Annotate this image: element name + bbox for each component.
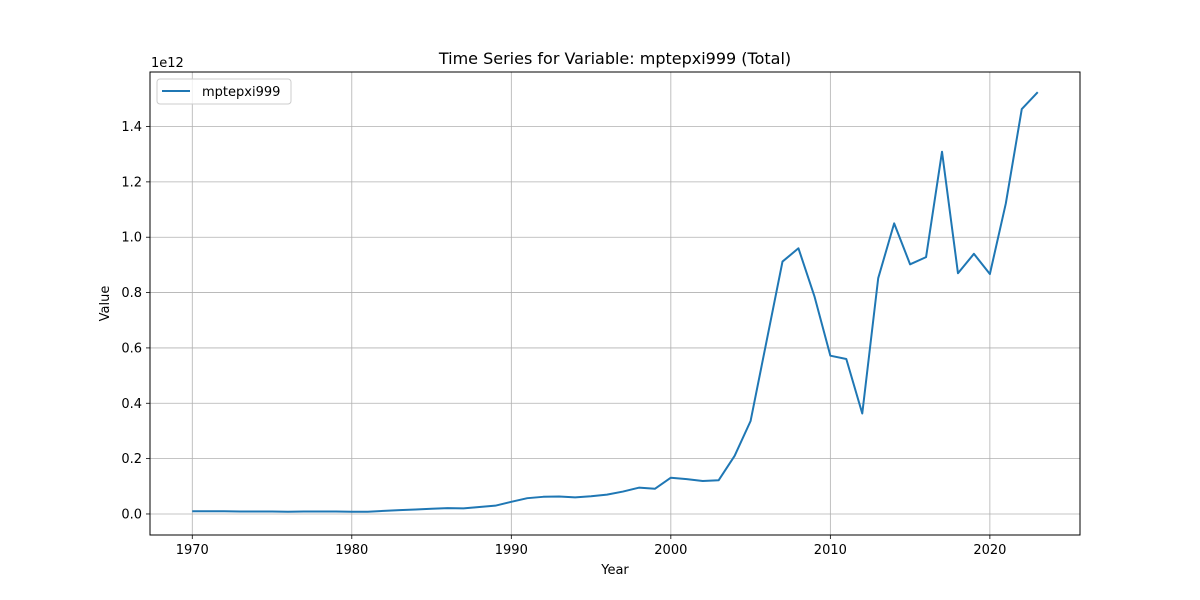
plot-frame (149, 71, 1081, 536)
x-tick-label: 2010 (814, 543, 847, 558)
y-tick-label: 0.4 (121, 397, 142, 412)
y-tick-label: 1.4 (121, 120, 142, 135)
x-axis-label: Year (600, 563, 629, 578)
grid (150, 72, 1080, 535)
x-axis-ticks: 1970 1980 1990 2000 2010 2020 (176, 535, 1006, 558)
y-axis-label: Value (98, 286, 113, 322)
x-tick-label: 1970 (176, 543, 209, 558)
y-tick-label: 1.2 (121, 175, 142, 190)
series-line (192, 91, 1039, 513)
y-tick-label: 0.2 (121, 452, 142, 467)
legend: mptepxi999 (156, 78, 292, 105)
legend-box (156, 78, 292, 105)
y-tick-label: 0.0 (121, 507, 142, 522)
y-tick-label: 0.8 (121, 286, 142, 301)
series-layer (192, 91, 1039, 513)
x-tick-label: 1980 (335, 543, 368, 558)
x-tick-label: 1990 (495, 543, 528, 558)
legend-label: mptepxi999 (202, 85, 280, 100)
x-tick-label: 2000 (654, 543, 687, 558)
y-axis-offset-label: 1e12 (151, 56, 184, 71)
x-tick-label: 2020 (973, 543, 1006, 558)
y-tick-label: 0.6 (121, 341, 142, 356)
y-axis-ticks: 0.0 0.2 0.4 0.6 0.8 1.0 1.2 1.4 (121, 120, 150, 522)
y-tick-label: 1.0 (121, 231, 142, 246)
chart-title: Time Series for Variable: mptepxi999 (To… (438, 49, 791, 68)
